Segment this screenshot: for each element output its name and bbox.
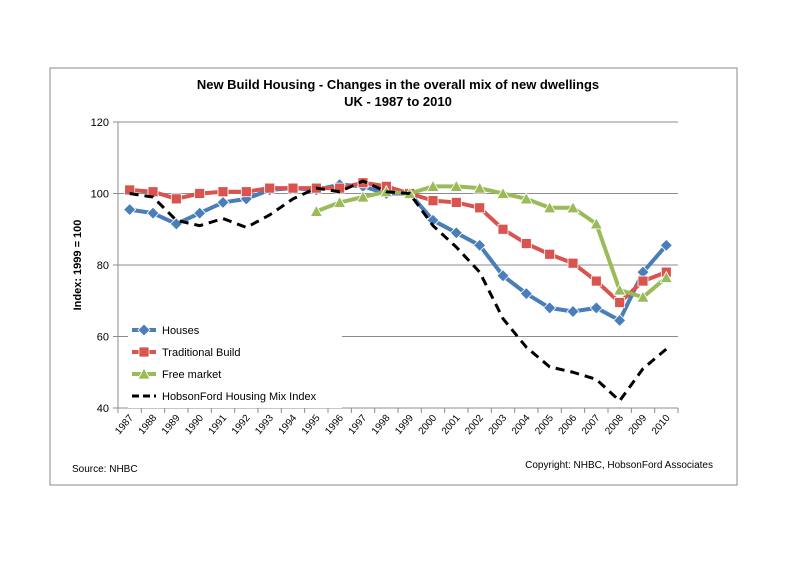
marker	[520, 238, 532, 249]
marker	[497, 223, 509, 235]
marker	[146, 206, 160, 220]
marker	[637, 275, 649, 287]
marker	[216, 195, 230, 210]
marker	[590, 275, 602, 287]
marker	[449, 179, 464, 192]
marker	[473, 238, 487, 252]
source-note: Source: NHBC	[72, 464, 138, 475]
y-tick-label: 40	[97, 403, 109, 415]
series	[309, 179, 674, 303]
marker	[543, 301, 557, 315]
marker	[613, 313, 627, 327]
marker	[123, 203, 137, 217]
marker	[566, 304, 580, 319]
marker	[309, 204, 324, 217]
y-tick-label: 100	[91, 189, 109, 201]
marker	[217, 186, 229, 198]
marker	[240, 186, 252, 198]
chart-subtitle: UK - 1987 to 2010	[344, 94, 452, 109]
marker	[496, 186, 510, 199]
marker	[193, 206, 207, 220]
legend-label: Traditional Build	[162, 347, 240, 359]
marker	[542, 200, 557, 214]
marker	[614, 297, 626, 308]
marker	[357, 177, 369, 189]
marker	[474, 202, 486, 214]
marker	[636, 290, 650, 303]
marker	[450, 197, 462, 208]
marker	[137, 367, 151, 380]
plot	[123, 177, 674, 403]
legend-label: HobsonFord Housing Mix Index	[162, 391, 317, 403]
marker	[544, 248, 556, 260]
legend: Houses Traditional Build Free market Hobson…	[128, 318, 342, 408]
marker	[264, 182, 276, 194]
series-line	[315, 184, 668, 300]
legend-label: Houses	[162, 325, 200, 337]
y-axis-label: Index: 1999 = 100	[72, 220, 84, 311]
marker	[566, 200, 580, 214]
y-tick-label: 80	[97, 260, 109, 272]
marker	[659, 238, 673, 252]
marker	[138, 346, 150, 358]
marker	[659, 270, 674, 283]
marker	[589, 217, 604, 230]
marker	[194, 188, 206, 199]
marker	[519, 192, 534, 205]
marker	[356, 190, 370, 203]
marker	[612, 283, 627, 296]
marker	[170, 193, 182, 205]
marker	[287, 182, 299, 194]
marker	[567, 257, 579, 269]
marker	[589, 301, 603, 315]
series	[129, 179, 668, 403]
chart-title: New Build Housing - Changes in the overa…	[197, 77, 599, 92]
legend-box	[128, 318, 342, 408]
copyright-note: Copyright: NHBC, HobsonFord Associates	[525, 460, 713, 471]
legend-label: Free market	[162, 369, 221, 381]
marker	[137, 323, 151, 337]
marker	[427, 195, 439, 207]
marker	[332, 195, 347, 208]
y-tick-label: 60	[97, 332, 109, 344]
marker	[449, 226, 463, 240]
marker	[496, 269, 510, 283]
series-line	[129, 179, 668, 403]
chart-frame	[49, 67, 738, 486]
marker	[472, 181, 487, 194]
marker	[519, 287, 533, 301]
marker	[426, 179, 440, 192]
y-tick-label: 120	[91, 117, 109, 129]
